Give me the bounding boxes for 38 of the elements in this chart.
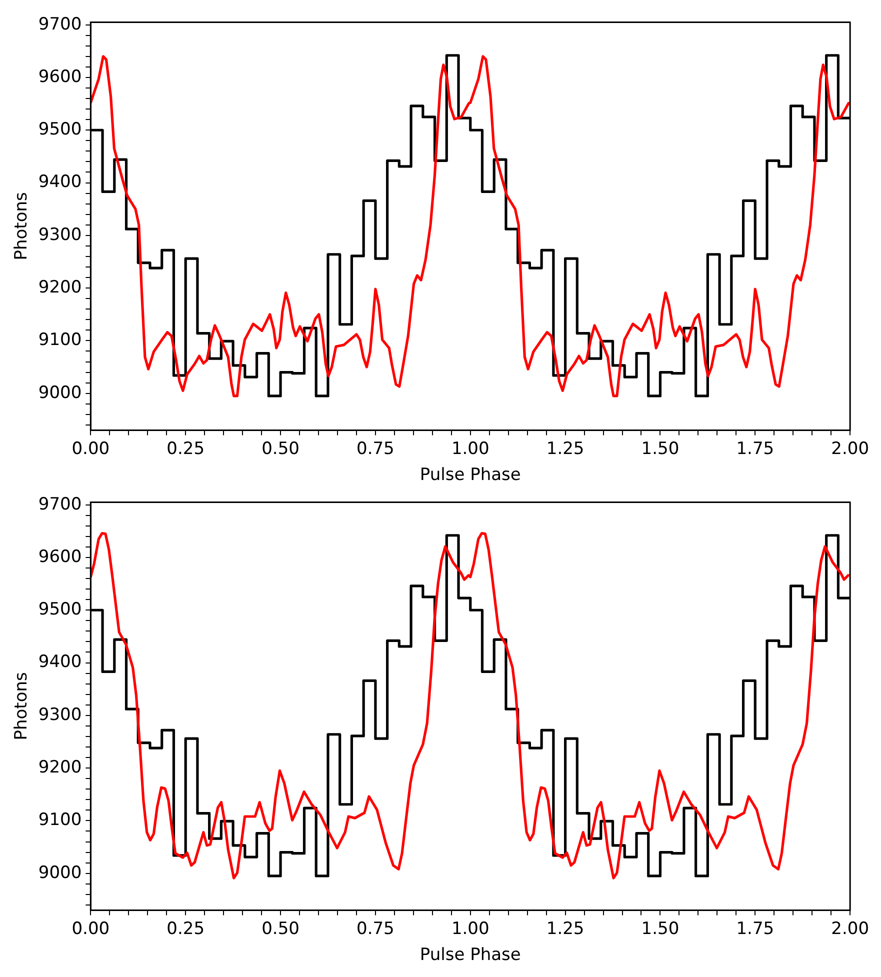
x-tick-label: 0.50 bbox=[262, 438, 300, 459]
x-tick-label: 1.75 bbox=[736, 438, 774, 459]
x-tick-label: 0.25 bbox=[166, 438, 205, 459]
y-tick-label: 9600 bbox=[38, 546, 82, 567]
x-axis-title: Pulse Phase bbox=[420, 465, 521, 486]
x-tick-label: 0.50 bbox=[262, 918, 300, 939]
x-tick-label: 1.50 bbox=[641, 918, 680, 939]
y-tick-label: 9200 bbox=[38, 757, 82, 778]
x-tick-label: 1.00 bbox=[451, 918, 490, 939]
y-tick-label: 9000 bbox=[38, 862, 82, 883]
y-tick-label: 9100 bbox=[38, 330, 82, 350]
x-tick-label: 0.75 bbox=[356, 438, 394, 459]
y-tick-label: 9100 bbox=[38, 810, 82, 830]
y-tick-label: 9500 bbox=[38, 600, 82, 620]
y-axis-title: Photons bbox=[12, 672, 32, 740]
x-tick-label: 1.50 bbox=[641, 438, 680, 459]
x-tick-label: 2.00 bbox=[831, 918, 870, 939]
x-tick-label: 1.25 bbox=[546, 918, 584, 939]
y-axis-title: Photons bbox=[12, 192, 32, 260]
y-tick-label: 9200 bbox=[38, 277, 82, 298]
x-tick-label: 1.25 bbox=[546, 438, 584, 459]
y-tick-label: 9600 bbox=[38, 66, 82, 87]
x-tick-label: 0.00 bbox=[72, 438, 110, 459]
x-tick-label: 2.00 bbox=[831, 438, 870, 459]
x-tick-label: 0.00 bbox=[72, 918, 110, 939]
y-tick-label: 9300 bbox=[38, 224, 82, 245]
x-tick-label: 0.75 bbox=[356, 918, 394, 939]
y-tick-label: 9400 bbox=[38, 172, 82, 192]
x-tick-label: 1.00 bbox=[451, 438, 490, 459]
x-tick-label: 1.75 bbox=[736, 918, 774, 939]
x-axis-title: Pulse Phase bbox=[420, 945, 521, 966]
y-tick-label: 9700 bbox=[38, 494, 82, 514]
y-tick-label: 9500 bbox=[38, 120, 82, 140]
y-tick-label: 9400 bbox=[38, 652, 82, 672]
y-tick-label: 9300 bbox=[38, 704, 82, 725]
x-tick-label: 0.25 bbox=[166, 918, 205, 939]
y-tick-label: 9000 bbox=[38, 382, 82, 403]
y-tick-label: 9700 bbox=[38, 14, 82, 34]
